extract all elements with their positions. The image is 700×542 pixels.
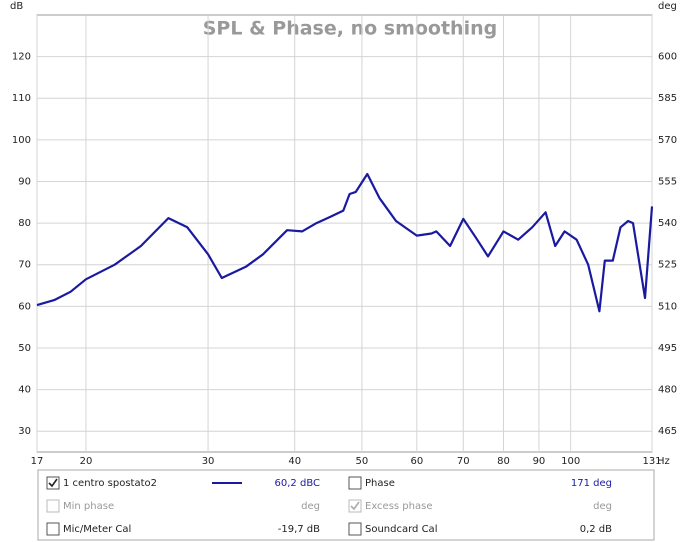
x-tick-label: 100	[561, 456, 580, 467]
legend-label: Min phase	[63, 501, 114, 512]
y-tick-label: 40	[18, 385, 31, 396]
legend-value: 171 deg	[571, 478, 612, 489]
checkbox	[348, 499, 362, 513]
y2-tick-label: 600	[658, 52, 677, 63]
y2-tick-label: 585	[658, 93, 677, 104]
legend-label: Soundcard Cal	[365, 524, 437, 535]
x-tick-label: 17	[31, 456, 44, 467]
checkbox[interactable]	[46, 522, 60, 536]
y2-unit: deg	[658, 1, 677, 12]
y-tick-label: 110	[12, 93, 31, 104]
chart-title: SPL & Phase, no smoothing	[203, 18, 497, 40]
y-unit: dB	[10, 1, 23, 12]
legend-panel	[37, 469, 655, 541]
x-tick-label: 20	[80, 456, 93, 467]
checkmark	[350, 501, 360, 511]
y-tick-label: 30	[18, 426, 31, 437]
x-tick-label: 90	[533, 456, 546, 467]
legend-value: deg	[593, 501, 612, 512]
x-tick-label: 60	[410, 456, 423, 467]
checkmark	[48, 478, 58, 488]
x-tick-label: 40	[288, 456, 301, 467]
x-tick-label: 50	[356, 456, 369, 467]
y2-tick-label: 540	[658, 218, 677, 229]
y2-tick-label: 465	[658, 426, 677, 437]
y-tick-label: 60	[18, 301, 31, 312]
y2-tick-label: 495	[658, 343, 677, 354]
legend-label: Mic/Meter Cal	[63, 524, 131, 535]
y-tick-label: 50	[18, 343, 31, 354]
y2-tick-label: 480	[658, 385, 677, 396]
legend-value: 60,2 dBC	[275, 478, 320, 489]
spl-line	[36, 172, 654, 313]
y-tick-label: 70	[18, 260, 31, 271]
y-tick-label: 100	[12, 135, 31, 146]
y2-tick-label: 525	[658, 260, 677, 271]
y-tick-label: 80	[18, 218, 31, 229]
y2-tick-label: 555	[658, 176, 677, 187]
y2-tick-label: 510	[658, 301, 677, 312]
legend-value: -19,7 dB	[278, 524, 320, 535]
checkbox[interactable]	[348, 476, 362, 490]
x-unit: Hz	[657, 456, 670, 467]
legend-value: 0,2 dB	[580, 524, 612, 535]
plot-area	[36, 14, 653, 453]
y-tick-label: 90	[18, 176, 31, 187]
checkbox[interactable]	[348, 522, 362, 536]
legend-label: Phase	[365, 478, 395, 489]
legend-label: Excess phase	[365, 501, 433, 512]
checkbox[interactable]	[46, 476, 60, 490]
legend-label: 1 centro spostato2	[63, 478, 157, 489]
x-tick-label: 30	[202, 456, 215, 467]
x-tick-label: 131	[642, 456, 661, 467]
legend-value: deg	[301, 501, 320, 512]
y2-tick-label: 570	[658, 135, 677, 146]
x-tick-label: 80	[497, 456, 510, 467]
y-tick-label: 120	[12, 52, 31, 63]
checkbox	[46, 499, 60, 513]
x-tick-label: 70	[457, 456, 470, 467]
